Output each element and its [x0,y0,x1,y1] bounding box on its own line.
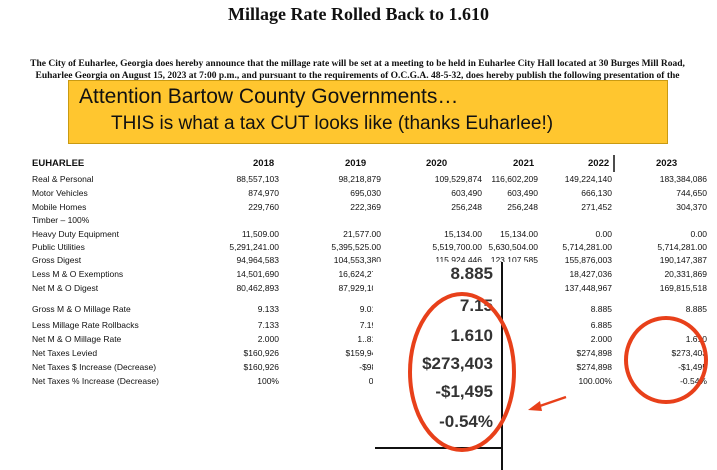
row-label: Real & Personal [32,174,94,184]
cell: 155,876,003 [564,255,612,265]
zoom-value: 8.885 [450,264,493,283]
cell: 744,650 [676,188,707,198]
cell: 8.885 [590,304,612,314]
banner-line: Attention Bartow County Governments… [79,85,459,108]
zoom-value: -0.54% [439,412,493,431]
row-label: Heavy Duty Equipment [32,229,119,239]
cell: 87,929,104 [338,283,381,293]
cell: 14,501,690 [236,269,279,279]
cell: 98,218,879 [338,174,381,184]
cell: 137,448,967 [564,283,612,293]
cell: 149,224,140 [564,174,612,184]
zoom-value: -$1,495 [435,382,493,401]
cell: 11,509.00 [241,229,279,239]
banner: Attention Bartow County Governments… THI… [68,80,668,144]
zoom-value: $273,403 [422,354,493,373]
column-header: 2022 [588,158,610,169]
cell: 6.885 [590,320,612,330]
cell: 7.133 [257,320,279,330]
zoom-panel: 8.885 7.15 1.610 $273,403 -$1,495 -0.54% [373,262,533,470]
row-label: Timber – 100% [32,215,90,225]
cell: 7.198 [359,320,381,330]
cell: 9.017 [359,304,381,314]
cell: 20,331,869 [664,269,707,279]
row-label: Net M & O Digest [32,283,99,293]
cell: 104,553,380 [333,255,381,265]
cell: 229,760 [248,202,279,212]
row-label: Net Taxes % Increase (Decrease) [32,376,159,386]
cell: 183,384,086 [659,174,707,184]
cell: 18,427,036 [569,269,612,279]
cell: 100.00% [578,376,612,386]
cell: 15,134.00 [500,229,538,239]
cell: 15,134.00 [444,229,482,239]
row-label: Motor Vehicles [32,188,88,198]
cell: 256,248 [451,202,482,212]
cell: 8.885 [685,304,707,314]
column-header: EUHARLEE [32,158,85,169]
column-header: 2021 [513,158,535,169]
row-label: Gross M & O Millage Rate [32,304,131,314]
cell: 16,624,276 [338,269,381,279]
cell: 100% [257,376,279,386]
cell: 0.00 [595,229,612,239]
cell: 115,924,446 [435,255,482,265]
cell: 88,557,103 [236,174,279,184]
banner-line: THIS is what a tax CUT looks like (thank… [111,113,554,134]
cell: 169,815,518 [659,283,707,293]
column-header: 2020 [426,158,448,169]
cell: $160,926 [243,362,279,372]
cell: 5,630,504.00 [488,242,538,252]
cell: 2.000 [257,334,279,344]
cell: 5,714,281.00 [657,242,707,252]
cell: 116,602,209 [491,174,538,184]
column-header: 2023 [656,158,678,169]
cell: 304,370 [676,202,707,212]
cell: 109,529,874 [434,174,482,184]
cell: 2.000 [590,334,612,344]
zoom-value: 1.610 [450,326,493,345]
cell: 9.133 [257,304,279,314]
cell: 603,490 [451,188,482,198]
cell: 0.00 [690,229,707,239]
cell: $159,943 [345,348,381,358]
row-label: Less M & O Exemptions [32,269,124,279]
row-label: Net Taxes $ Increase (Decrease) [32,362,157,372]
cell: 1..819 [357,334,381,344]
cell: 80,462,893 [236,283,279,293]
cell: 271,452 [581,202,612,212]
row-label: Mobile Homes [32,202,87,212]
zoom-value: 7.15 [459,296,493,315]
row-label: Net M & O Millage Rate [32,334,122,344]
cell: 21,577.00 [343,229,381,239]
row-label: Public Utilities [32,242,85,252]
column-header: 2018 [253,158,275,169]
cell: $274,898 [576,362,612,372]
cell: 5,519,700.00 [432,242,482,252]
cell: $274,898 [576,348,612,358]
cell: 603,490 [507,188,538,198]
cell: -$983 [359,362,381,372]
row-label: Gross Digest [32,255,82,265]
cell: 874,970 [248,188,279,198]
cell: 666,130 [581,188,612,198]
row-label: Less Millage Rate Rollbacks [32,320,139,330]
cell: 123,107,585 [490,255,538,265]
cell: 190,147,387 [659,255,707,265]
cell: 5,714,281.00 [562,242,612,252]
cell: 5,395,525.00 [331,242,381,252]
cell: 222,369 [350,202,381,212]
cell: 695,030 [350,188,381,198]
title: Millage Rate Rolled Back to 1.610 [228,4,489,24]
column-header: 2019 [345,158,367,169]
cell: 94,964,583 [236,255,279,265]
row-label: Net Taxes Levied [32,348,98,358]
cell: 256,248 [507,202,538,212]
cell: 5,291,241.00 [229,242,279,252]
cell: $160,926 [243,348,279,358]
